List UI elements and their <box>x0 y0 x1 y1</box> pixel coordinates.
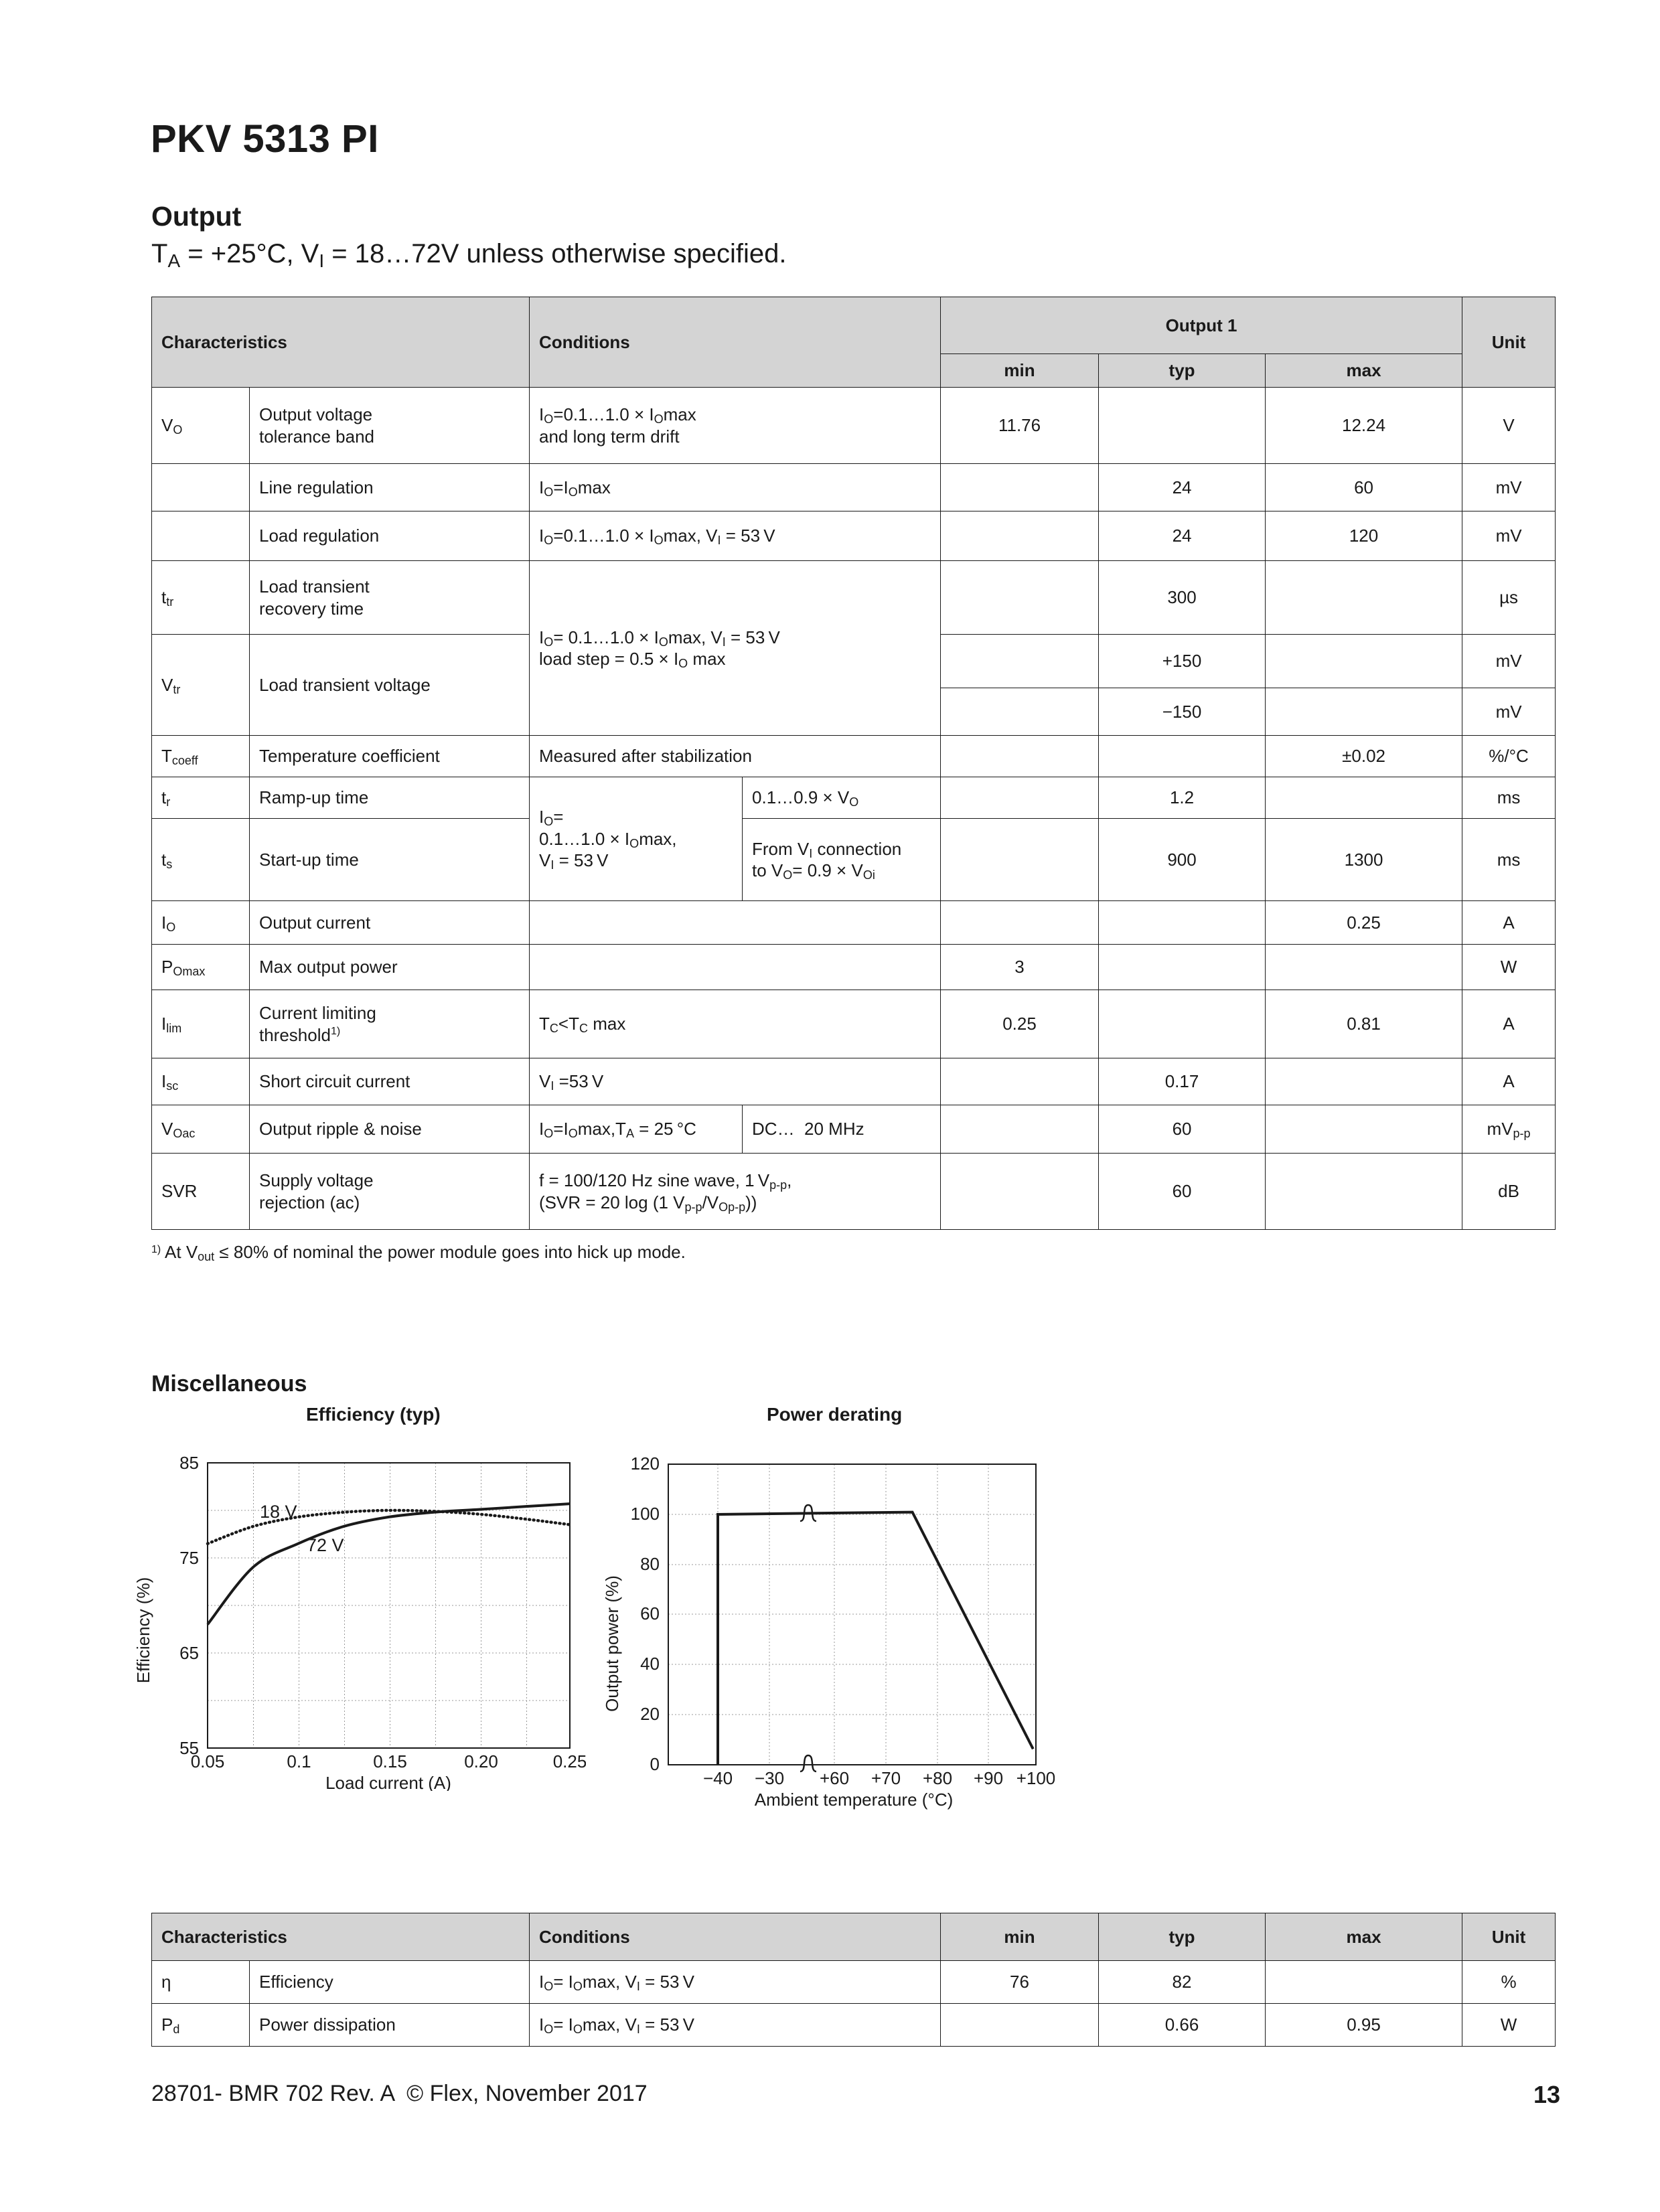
svg-text:Load current (A): Load current (A) <box>325 1773 451 1791</box>
svg-text:+100: +100 <box>1016 1768 1055 1788</box>
svg-text:−40: −40 <box>703 1768 733 1788</box>
svg-text:60: 60 <box>640 1603 660 1624</box>
svg-text:+80: +80 <box>923 1768 952 1788</box>
svg-text:−30: −30 <box>755 1768 784 1788</box>
svg-text:+60: +60 <box>820 1768 849 1788</box>
svg-text:100: 100 <box>631 1504 660 1524</box>
svg-text:40: 40 <box>640 1654 660 1674</box>
svg-text:0.1: 0.1 <box>287 1751 311 1771</box>
svg-text:120: 120 <box>631 1456 660 1474</box>
svg-text:+90: +90 <box>974 1768 1003 1788</box>
svg-text:+70: +70 <box>871 1768 901 1788</box>
svg-text:72 V: 72 V <box>307 1535 344 1555</box>
svg-text:65: 65 <box>179 1643 199 1663</box>
svg-text:0.25: 0.25 <box>553 1751 586 1771</box>
svg-text:80: 80 <box>640 1554 660 1574</box>
svg-text:Ambient temperature (°C): Ambient temperature (°C) <box>755 1790 954 1810</box>
svg-text:Efficiency (%): Efficiency (%) <box>133 1577 153 1683</box>
svg-text:0.15: 0.15 <box>373 1751 407 1771</box>
svg-text:18 V: 18 V <box>260 1502 297 1522</box>
svg-text:20: 20 <box>640 1704 660 1724</box>
svg-text:0.05: 0.05 <box>191 1751 225 1771</box>
svg-text:0: 0 <box>650 1754 660 1774</box>
svg-text:0.20: 0.20 <box>464 1751 498 1771</box>
svg-text:Output power (%): Output power (%) <box>602 1575 622 1712</box>
svg-text:85: 85 <box>179 1456 199 1473</box>
svg-text:75: 75 <box>179 1548 199 1568</box>
